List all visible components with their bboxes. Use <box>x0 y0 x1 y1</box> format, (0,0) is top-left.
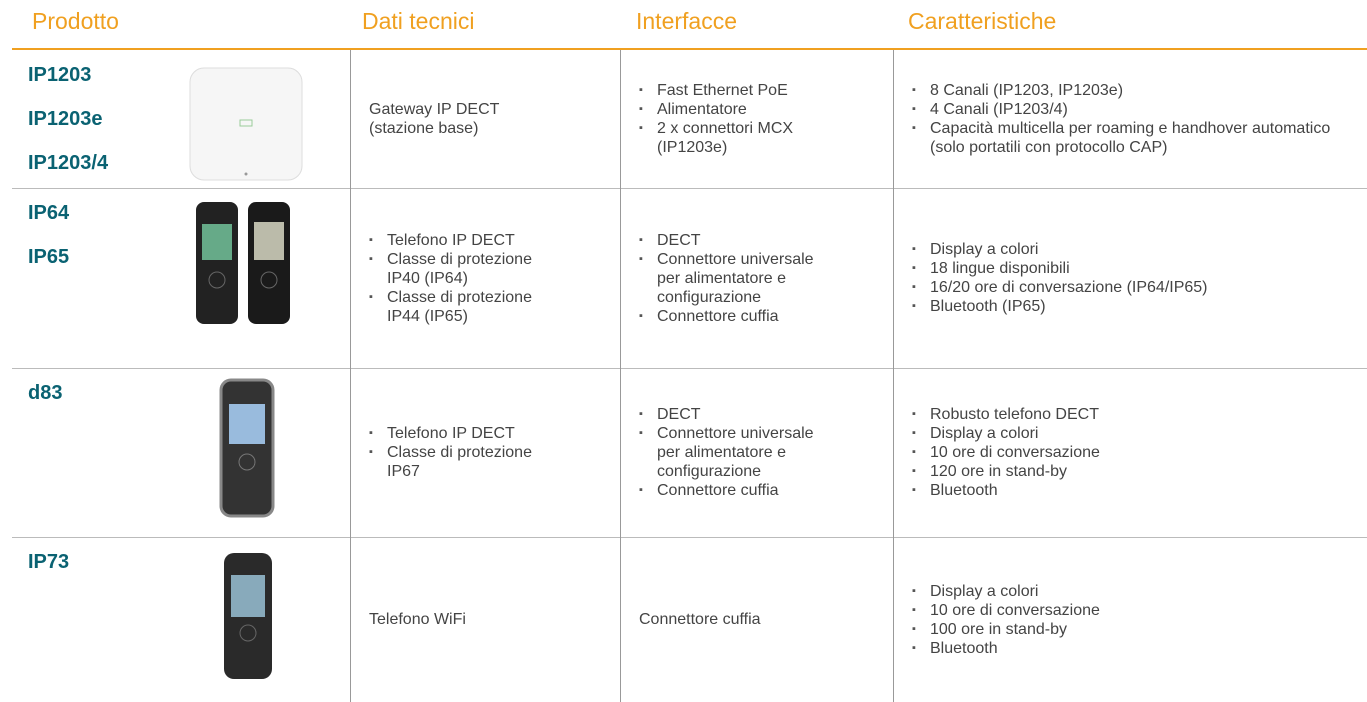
column-header: Interfacce <box>636 8 737 34</box>
cell-content: Fast Ethernet PoEAlimentatore2 x connett… <box>621 81 839 157</box>
cell-content: DECTConnettore universale per alimentato… <box>621 405 839 500</box>
bullet-item: Telefono IP DECT <box>369 424 569 443</box>
text-line: Connettore cuffia <box>639 611 761 628</box>
column-header: Prodotto <box>32 8 119 34</box>
table-cell: Telefono IP DECTClasse di protezione IP6… <box>350 368 621 537</box>
column-header: Dati tecnici <box>362 8 475 34</box>
bullet-item: 8 Canali (IP1203, IP1203e) <box>912 81 1352 100</box>
bullet-item: 4 Canali (IP1203/4) <box>912 100 1352 119</box>
cell-content: Connettore cuffia <box>621 610 839 629</box>
bullet-list: DECTConnettore universale per alimentato… <box>639 231 839 326</box>
product-image <box>217 378 277 523</box>
product-name: IP1203 <box>28 64 92 86</box>
table-cell: Display a colori10 ore di conversazione1… <box>893 537 1367 702</box>
table-cell: Display a colori18 lingue disponibili16/… <box>893 188 1367 368</box>
table-row: IP73 Telefono WiFi Connettore cuffia Displa… <box>12 537 1367 702</box>
bullet-item: Connettore cuffia <box>639 481 839 500</box>
bullet-item: Bluetooth (IP65) <box>912 297 1352 316</box>
table-cell: Robusto telefono DECTDisplay a colori10 … <box>893 368 1367 537</box>
text-line: Gateway IP DECT <box>369 101 500 118</box>
bullet-item: Connettore universale per alimentatore e… <box>639 250 839 307</box>
bullet-list: 8 Canali (IP1203, IP1203e)4 Canali (IP12… <box>912 81 1352 157</box>
column-header: Caratteristiche <box>908 8 1057 34</box>
bullet-item: Connettore universale per alimentatore e… <box>639 424 839 481</box>
bullet-item: 120 ore in stand-by <box>912 462 1352 481</box>
cell-content: Display a colori18 lingue disponibili16/… <box>894 240 1352 316</box>
table-cell: Connettore cuffia <box>620 537 894 702</box>
bullet-item: Classe di protezione IP44 (IP65) <box>369 288 569 326</box>
bullet-list: DECTConnettore universale per alimentato… <box>639 405 839 500</box>
bullet-item: 2 x connettori MCX (IP1203e) <box>639 119 839 157</box>
product-image <box>220 551 276 686</box>
bullet-item: Telefono IP DECT <box>369 231 569 250</box>
bullet-list: Telefono IP DECTClasse di protezione IP6… <box>369 424 569 481</box>
product-name: IP1203/4 <box>28 152 109 174</box>
product-image <box>192 198 292 333</box>
table-cell: Telefono WiFi <box>350 537 621 702</box>
table-cell: Fast Ethernet PoEAlimentatore2 x connett… <box>620 50 894 188</box>
bullet-list: Display a colori18 lingue disponibili16/… <box>912 240 1352 316</box>
bullet-item: Bluetooth <box>912 481 1352 500</box>
cell-content: Telefono IP DECTClasse di protezione IP4… <box>351 231 569 326</box>
cell-content: DECTConnettore universale per alimentato… <box>621 231 839 326</box>
bullet-item: 10 ore di conversazione <box>912 443 1352 462</box>
product-names: IP1203 IP1203e IP1203/4 <box>28 64 108 196</box>
bullet-item: Bluetooth <box>912 639 1352 658</box>
product-name: IP64 <box>28 202 70 224</box>
bullet-item: Fast Ethernet PoE <box>639 81 839 100</box>
table-row: d83 Telefono IP DECTClasse di protezione … <box>12 368 1367 538</box>
bullet-item: Classe di protezione IP67 <box>369 443 569 481</box>
bullet-item: Capacità multicella per roaming e handho… <box>912 119 1352 157</box>
bullet-item: DECT <box>639 405 839 424</box>
product-names: d83 <box>28 382 62 426</box>
table-cell: DECTConnettore universale per alimentato… <box>620 368 894 537</box>
bullet-item: 10 ore di conversazione <box>912 601 1352 620</box>
bullet-item: 16/20 ore di conversazione (IP64/IP65) <box>912 278 1352 297</box>
cell-content: Robusto telefono DECTDisplay a colori10 … <box>894 405 1352 500</box>
text-line: Telefono WiFi <box>369 611 466 628</box>
bullet-item: Robusto telefono DECT <box>912 405 1352 424</box>
product-name: IP73 <box>28 551 70 573</box>
bullet-item: DECT <box>639 231 839 250</box>
bullet-item: Display a colori <box>912 240 1352 259</box>
bullet-item: 18 lingue disponibili <box>912 259 1352 278</box>
table-row: IP64IP65Telefono IP DECTClasse di protez… <box>12 188 1367 369</box>
table-cell: 8 Canali (IP1203, IP1203e)4 Canali (IP12… <box>893 50 1367 188</box>
bullet-item: Display a colori <box>912 424 1352 443</box>
cell-content: Telefono IP DECTClasse di protezione IP6… <box>351 424 569 481</box>
bullet-list: Display a colori10 ore di conversazione1… <box>912 582 1352 658</box>
product-name: IP65 <box>28 246 70 268</box>
bullet-item: 100 ore in stand-by <box>912 620 1352 639</box>
text-line: (stazione base) <box>369 120 479 137</box>
bullet-item: Display a colori <box>912 582 1352 601</box>
bullet-item: Classe di protezione IP40 (IP64) <box>369 250 569 288</box>
table-row: IP1203 IP1203e IP1203/4 Gateway IP DECT (sta… <box>12 50 1367 189</box>
product-names: IP73 <box>28 551 69 595</box>
header-rule <box>12 48 1367 50</box>
table-cell: Gateway IP DECT (stazione base) <box>350 50 621 188</box>
product-name: d83 <box>28 382 63 404</box>
table-cell: Telefono IP DECTClasse di protezione IP4… <box>350 188 621 368</box>
cell-content: Gateway IP DECT (stazione base) <box>351 100 569 138</box>
product-image <box>188 66 304 189</box>
bullet-item: Alimentatore <box>639 100 839 119</box>
cell-content: Telefono WiFi <box>351 610 569 629</box>
bullet-list: Fast Ethernet PoEAlimentatore2 x connett… <box>639 81 839 157</box>
product-names: IP64 IP65 <box>28 202 69 290</box>
product-name: IP1203e <box>28 108 103 130</box>
cell-content: Display a colori10 ore di conversazione1… <box>894 582 1352 658</box>
bullet-item: Connettore cuffia <box>639 307 839 326</box>
table-cell: DECTConnettore universale per alimentato… <box>620 188 894 368</box>
bullet-list: Robusto telefono DECTDisplay a colori10 … <box>912 405 1352 500</box>
cell-content: 8 Canali (IP1203, IP1203e)4 Canali (IP12… <box>894 81 1352 157</box>
bullet-list: Telefono IP DECTClasse di protezione IP4… <box>369 231 569 326</box>
